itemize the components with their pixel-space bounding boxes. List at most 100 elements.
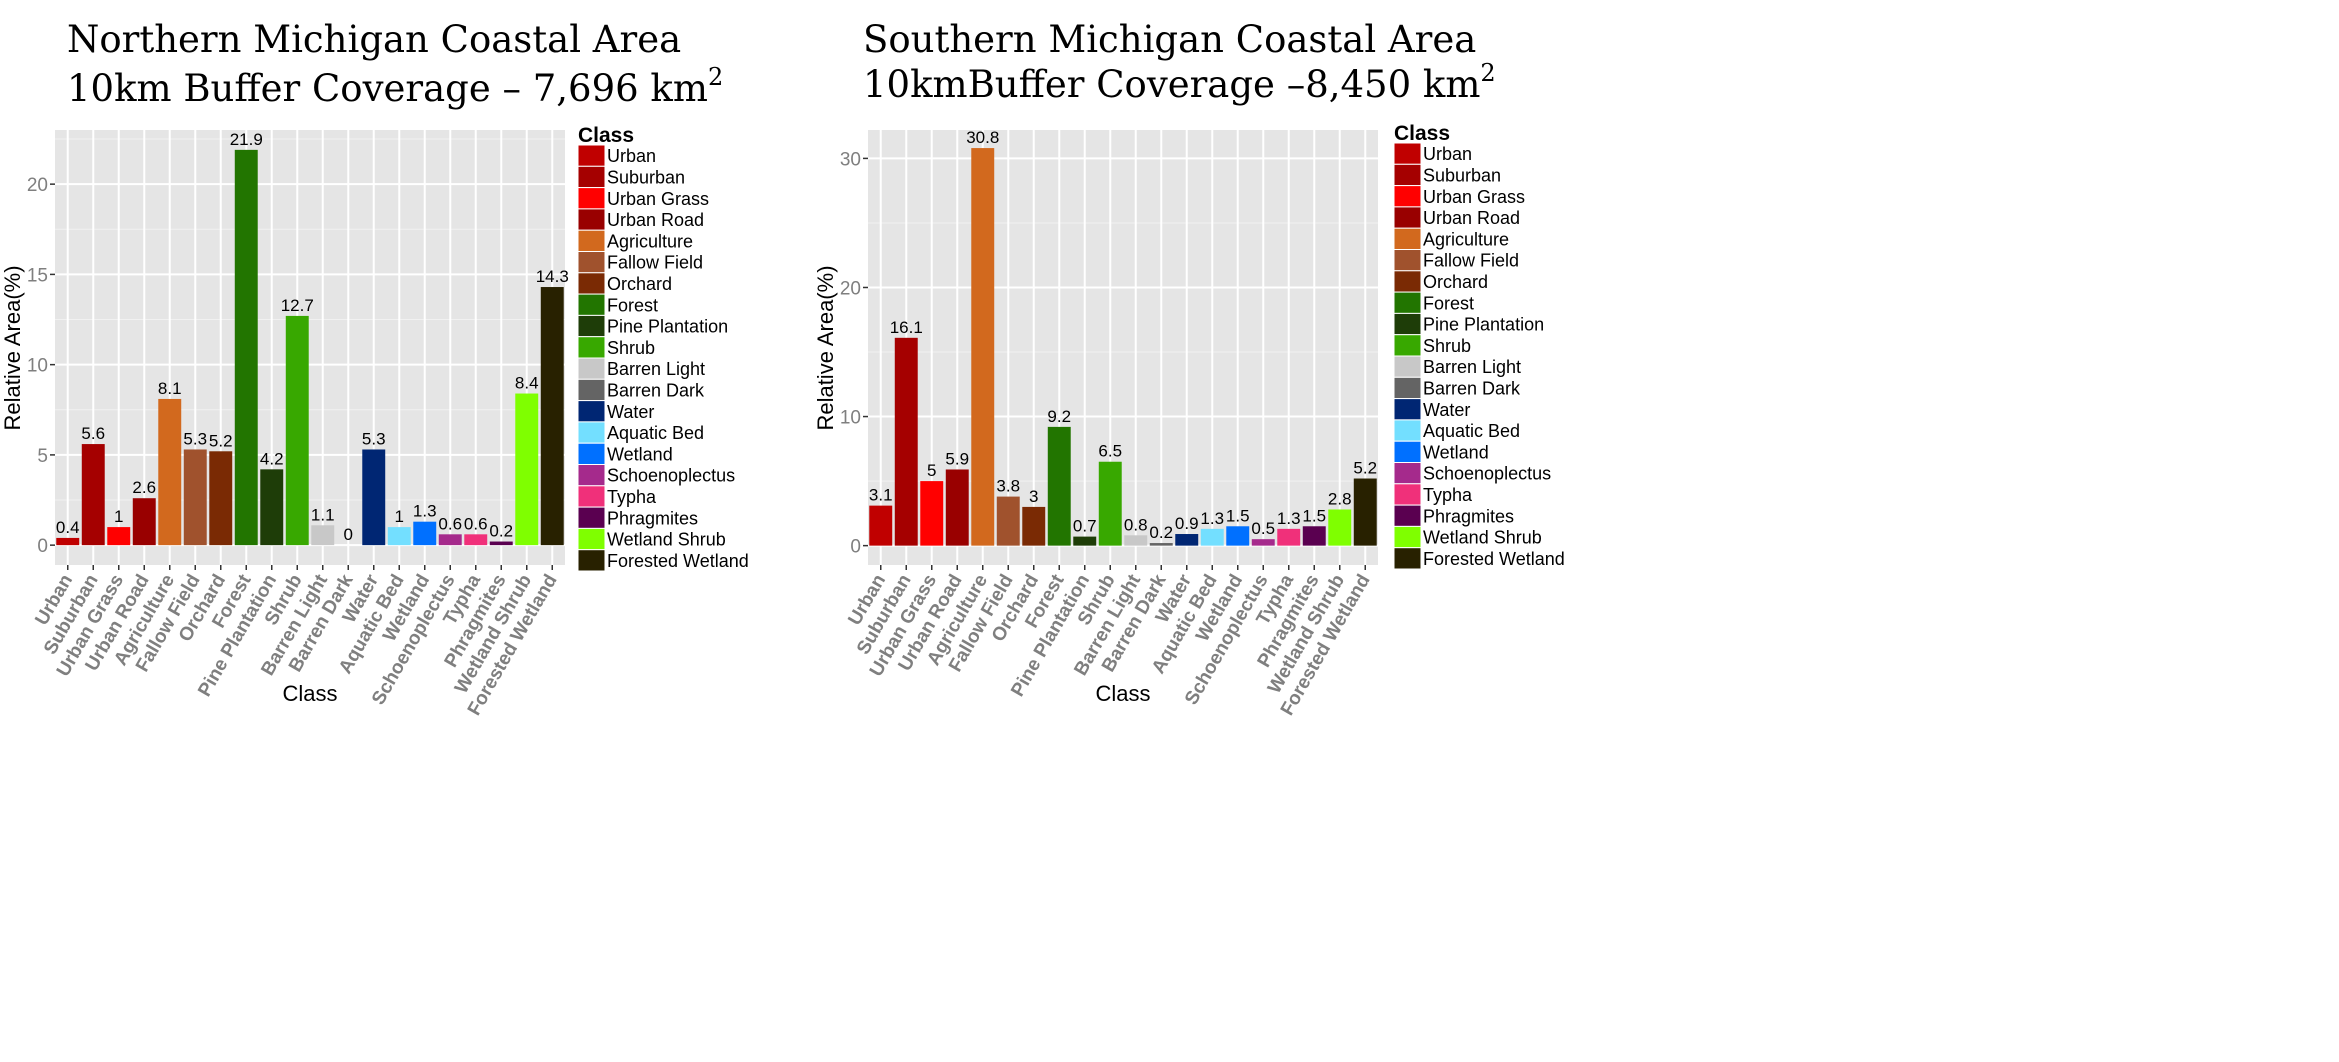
- legend-key-swatch: [1394, 463, 1421, 484]
- bar-value-label: 1.1: [311, 505, 335, 524]
- bar: [1150, 543, 1173, 546]
- chart-title-superscript: 2: [1480, 59, 1495, 87]
- legend-item-label: Orchard: [1423, 272, 1488, 292]
- bar: [82, 444, 105, 545]
- bar: [286, 316, 309, 545]
- chart-title-line2-text: 10kmBuffer Coverage –8,450 km: [863, 63, 1480, 106]
- x-axis-title: Class: [1095, 681, 1150, 706]
- legend-item: Schoenoplectus: [1394, 463, 1551, 484]
- bar-value-label: 6.5: [1098, 442, 1122, 461]
- bar: [1175, 534, 1198, 546]
- legend-key-swatch: [1394, 228, 1421, 249]
- legend-item: Agriculture: [1394, 228, 1509, 249]
- legend-key-swatch: [1394, 377, 1421, 398]
- bar-value-label: 5.6: [81, 424, 105, 443]
- legend-key-swatch: [578, 379, 605, 400]
- bar-value-label: 0.2: [1149, 523, 1173, 542]
- legend-key-swatch: [578, 315, 605, 336]
- bar-value-label: 9.2: [1047, 407, 1071, 426]
- legend-item-label: Pine Plantation: [1423, 315, 1544, 335]
- bar-value-label: 0.6: [464, 514, 488, 533]
- legend-item: Phragmites: [578, 507, 698, 528]
- legend-key-swatch: [578, 486, 605, 507]
- bar-value-label: 1.3: [1277, 509, 1301, 528]
- y-axis-title: Relative Area(%): [813, 265, 838, 430]
- legend-item: Wetland Shrub: [1394, 526, 1542, 547]
- y-tick-label: 20: [27, 175, 48, 196]
- bar: [1277, 529, 1300, 546]
- legend-item: Urban Road: [1394, 207, 1520, 228]
- bar-value-label: 5.9: [945, 449, 969, 468]
- legend-item: Water: [578, 401, 654, 422]
- bar-value-label: 5.2: [1353, 459, 1377, 478]
- legend-key-swatch: [1394, 186, 1421, 207]
- chart-title-superscript: 2: [708, 63, 723, 91]
- legend-item: Forest: [578, 294, 658, 315]
- y-tick-label: 0: [850, 537, 861, 558]
- bar-value-label: 5.3: [183, 429, 207, 448]
- legend-title: Class: [1394, 122, 1450, 145]
- bar-value-label: 0.7: [1073, 517, 1097, 536]
- legend-item: Suburban: [578, 166, 685, 187]
- legend-item: Aquatic Bed: [578, 422, 704, 443]
- legend-item-label: Forested Wetland: [1423, 549, 1565, 569]
- bar: [184, 449, 207, 545]
- legend-item-label: Phragmites: [607, 508, 698, 528]
- bar-value-label: 1.3: [413, 502, 437, 521]
- legend-item: Forest: [1394, 292, 1474, 313]
- legend-item: Urban: [1394, 143, 1472, 164]
- legend-item: Urban Grass: [578, 188, 709, 209]
- legend-key-swatch: [578, 273, 605, 294]
- bar: [1354, 479, 1377, 546]
- y-tick-label: 10: [840, 408, 861, 429]
- legend-item: Wetland Shrub: [578, 528, 726, 549]
- legend-item: Shrub: [578, 337, 655, 358]
- legend-key-swatch: [1394, 505, 1421, 526]
- legend-item-label: Forest: [1423, 293, 1474, 313]
- y-tick-label: 5: [37, 446, 48, 467]
- legend-item-label: Urban Road: [1423, 208, 1520, 228]
- legend-key-swatch: [578, 507, 605, 528]
- bar-value-label: 0.5: [1251, 519, 1275, 538]
- legend-item-label: Aquatic Bed: [607, 423, 704, 443]
- bar-value-label: 5: [927, 461, 936, 480]
- legend-item: Fallow Field: [578, 252, 703, 273]
- legend-item: Phragmites: [1394, 505, 1514, 526]
- legend-item-label: Suburban: [1423, 165, 1501, 185]
- legend-key-swatch: [578, 230, 605, 251]
- legend-item: Wetland: [1394, 441, 1489, 462]
- bar: [56, 538, 79, 545]
- legend-item-label: Barren Dark: [1423, 378, 1521, 398]
- legend-key-swatch: [1394, 441, 1421, 462]
- legend-item: Pine Plantation: [1394, 313, 1544, 334]
- bar: [362, 449, 385, 545]
- legend-item-label: Wetland Shrub: [607, 530, 726, 550]
- legend-item-label: Water: [607, 402, 654, 422]
- legend-key-swatch: [1394, 250, 1421, 271]
- y-tick-label: 20: [840, 278, 861, 299]
- chart-title-line1: Southern Michigan Coastal Area: [863, 18, 1476, 61]
- legend-item: Schoenoplectus: [578, 465, 735, 486]
- legend-item-label: Barren Dark: [607, 380, 705, 400]
- bar: [1252, 539, 1275, 545]
- bar-value-label: 2.8: [1328, 489, 1352, 508]
- legend-item: Barren Light: [1394, 356, 1521, 377]
- legend-item-label: Fallow Field: [1423, 251, 1519, 271]
- bar: [971, 148, 994, 546]
- legend-item-label: Fallow Field: [607, 253, 703, 273]
- bar: [464, 534, 487, 545]
- bar: [1303, 526, 1326, 545]
- legend-item: Pine Plantation: [578, 315, 728, 336]
- legend-key-swatch: [1394, 356, 1421, 377]
- legend-item: Urban Road: [578, 209, 704, 230]
- y-tick-label: 10: [27, 356, 48, 377]
- bar: [133, 498, 156, 545]
- bar: [1226, 526, 1249, 545]
- bar-value-label: 0.6: [438, 514, 462, 533]
- bar: [235, 150, 258, 545]
- legend-item-label: Forested Wetland: [607, 551, 749, 571]
- x-axis-title: Class: [282, 681, 337, 706]
- bar: [107, 527, 130, 545]
- bar-value-label: 0: [344, 525, 353, 544]
- bar-value-label: 1.3: [1200, 509, 1224, 528]
